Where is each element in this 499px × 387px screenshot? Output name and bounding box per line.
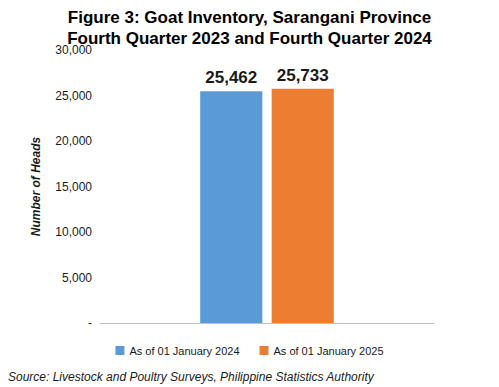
svg-text:30,000: 30,000 <box>55 43 92 57</box>
svg-text:15,000: 15,000 <box>55 180 92 194</box>
svg-text:25,462: 25,462 <box>205 68 257 87</box>
svg-text:Figure 3: Goat Inventory, Sara: Figure 3: Goat Inventory, Sarangani Prov… <box>68 8 431 27</box>
svg-text:As of 01 January 2024: As of 01 January 2024 <box>129 345 239 357</box>
svg-text:5,000: 5,000 <box>62 271 92 285</box>
svg-text:Fourth Quarter 2023 and Fourth: Fourth Quarter 2023 and Fourth Quarter 2… <box>67 29 432 48</box>
svg-text:25,000: 25,000 <box>55 89 92 103</box>
svg-text:-: - <box>88 316 92 330</box>
svg-text:Source: Livestock and Poultry: Source: Livestock and Poultry Surveys, P… <box>8 370 375 384</box>
svg-text:As of 01 January 2025: As of 01 January 2025 <box>274 345 384 357</box>
svg-text:20,000: 20,000 <box>55 134 92 148</box>
svg-text:Number of Heads: Number of Heads <box>29 137 43 237</box>
svg-text:25,733: 25,733 <box>277 66 329 85</box>
svg-text:10,000: 10,000 <box>55 225 92 239</box>
